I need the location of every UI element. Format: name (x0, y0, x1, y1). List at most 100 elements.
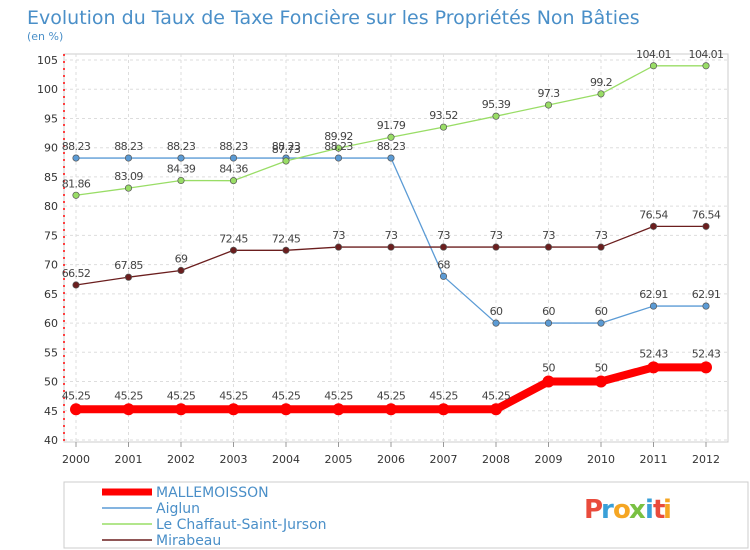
logo-letter: r (601, 495, 614, 525)
x-tick-label: 2005 (325, 453, 353, 466)
y-tick-label: 105 (37, 54, 58, 67)
data-point (385, 403, 397, 416)
data-point (122, 403, 135, 416)
data-label: 73 (490, 229, 503, 242)
data-point (702, 302, 710, 310)
y-tick-label: 50 (44, 376, 58, 389)
logo-letter: i (663, 495, 672, 525)
x-tick-label: 2006 (377, 453, 405, 466)
y-tick-label: 65 (44, 288, 58, 301)
data-point (702, 62, 710, 70)
data-point (72, 281, 80, 289)
data-label: 88.23 (62, 140, 91, 153)
data-point (387, 154, 395, 162)
proxiti-logo: Pr ox i ti (584, 495, 672, 525)
data-label: 52.43 (692, 347, 721, 360)
data-label: 73 (332, 229, 345, 242)
data-label: 45.25 (482, 389, 511, 402)
data-label: 45.25 (62, 389, 91, 402)
x-tick-label: 2003 (220, 453, 248, 466)
data-point (439, 272, 448, 280)
data-label: 45.25 (167, 389, 196, 402)
data-label: 60 (490, 305, 503, 318)
data-point (544, 319, 553, 327)
data-label: 97.3 (537, 87, 560, 100)
data-label: 45.25 (114, 389, 143, 402)
data-label: 45.25 (272, 389, 301, 402)
data-point (177, 154, 185, 162)
series-layer (70, 62, 712, 416)
data-label: 83.09 (114, 170, 143, 183)
x-tick-label: 2007 (430, 453, 458, 466)
data-label: 104.01 (689, 48, 724, 61)
data-point (597, 243, 605, 251)
data-point (334, 243, 343, 251)
data-label: 66.52 (62, 267, 91, 280)
data-label: 45.25 (377, 389, 406, 402)
legend-box (63, 481, 749, 549)
data-label: 60 (595, 305, 608, 318)
data-point (280, 403, 292, 416)
legend-label-le-chaffaut-saint-jurson: Le Chaffaut-Saint-Jurson (156, 517, 327, 533)
data-label: 84.36 (219, 163, 248, 176)
legend-label-mallemoisson: MALLEMOISSON (156, 485, 269, 501)
data-point (649, 62, 658, 70)
data-point (387, 133, 395, 141)
plot-area (63, 53, 729, 443)
y-tick-label: 95 (44, 112, 58, 125)
data-label: 45.25 (324, 389, 353, 402)
data-label: 93.52 (429, 109, 458, 122)
data-point (124, 273, 133, 281)
data-point (597, 90, 605, 98)
y-tick-label: 60 (44, 317, 58, 330)
data-label: 88.23 (219, 140, 248, 153)
y-tick-label: 100 (37, 83, 58, 96)
data-point (332, 403, 345, 416)
series-mallemoisson (70, 361, 712, 416)
data-point (124, 154, 133, 162)
data-point (227, 403, 240, 416)
data-point (282, 246, 290, 254)
data-point (595, 375, 607, 388)
series-mirabeau (72, 222, 710, 289)
data-label: 73 (595, 229, 608, 242)
data-label: 88.23 (167, 140, 196, 153)
data-label: 60 (542, 305, 555, 318)
data-point (177, 176, 185, 185)
data-point (334, 154, 343, 162)
x-tick-label: 2010 (587, 453, 615, 466)
data-point (597, 319, 605, 327)
logo-letter: x (629, 495, 646, 525)
data-point (649, 222, 658, 230)
x-tick-label: 2008 (482, 453, 510, 466)
data-label: 76.54 (639, 208, 668, 221)
data-point (177, 266, 185, 275)
data-label: 84.39 (167, 162, 196, 175)
logo-letter: P (584, 495, 603, 525)
x-tick-label: 2001 (115, 453, 143, 466)
data-label: 81.86 (62, 177, 91, 190)
data-label-layer: 45.25 45.25 45.25 45.25 45.25 45.25 45.25 45.25… (62, 48, 724, 403)
data-point (490, 403, 502, 416)
data-point (702, 222, 710, 230)
y-tick-label: 70 (44, 259, 58, 272)
data-label: 73 (385, 229, 398, 242)
series-aiglun (72, 154, 710, 327)
y-tick-label: 80 (44, 200, 58, 213)
y-tick-label: 40 (44, 434, 58, 447)
x-tick-label: 2012 (692, 453, 720, 466)
data-label: 88.23 (272, 140, 301, 153)
data-label: 99.2 (590, 76, 612, 89)
data-label: 73 (542, 229, 555, 242)
data-point (439, 123, 448, 131)
x-tick-label: 2011 (640, 453, 668, 466)
data-label: 104.01 (636, 48, 671, 61)
data-point (492, 319, 500, 327)
data-label: 88.23 (377, 140, 406, 153)
data-point (124, 184, 133, 192)
data-point (649, 302, 658, 310)
chart-subtitle: (en %) (27, 30, 63, 43)
y-tick-label: 90 (44, 142, 58, 155)
data-label: 76.54 (692, 208, 721, 221)
